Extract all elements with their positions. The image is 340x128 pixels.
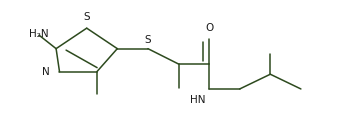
Text: H₂N: H₂N: [29, 29, 49, 39]
Text: S: S: [144, 35, 151, 45]
Text: O: O: [205, 23, 213, 33]
Text: S: S: [83, 12, 90, 22]
Text: HN: HN: [190, 95, 206, 105]
Text: N: N: [42, 67, 50, 77]
